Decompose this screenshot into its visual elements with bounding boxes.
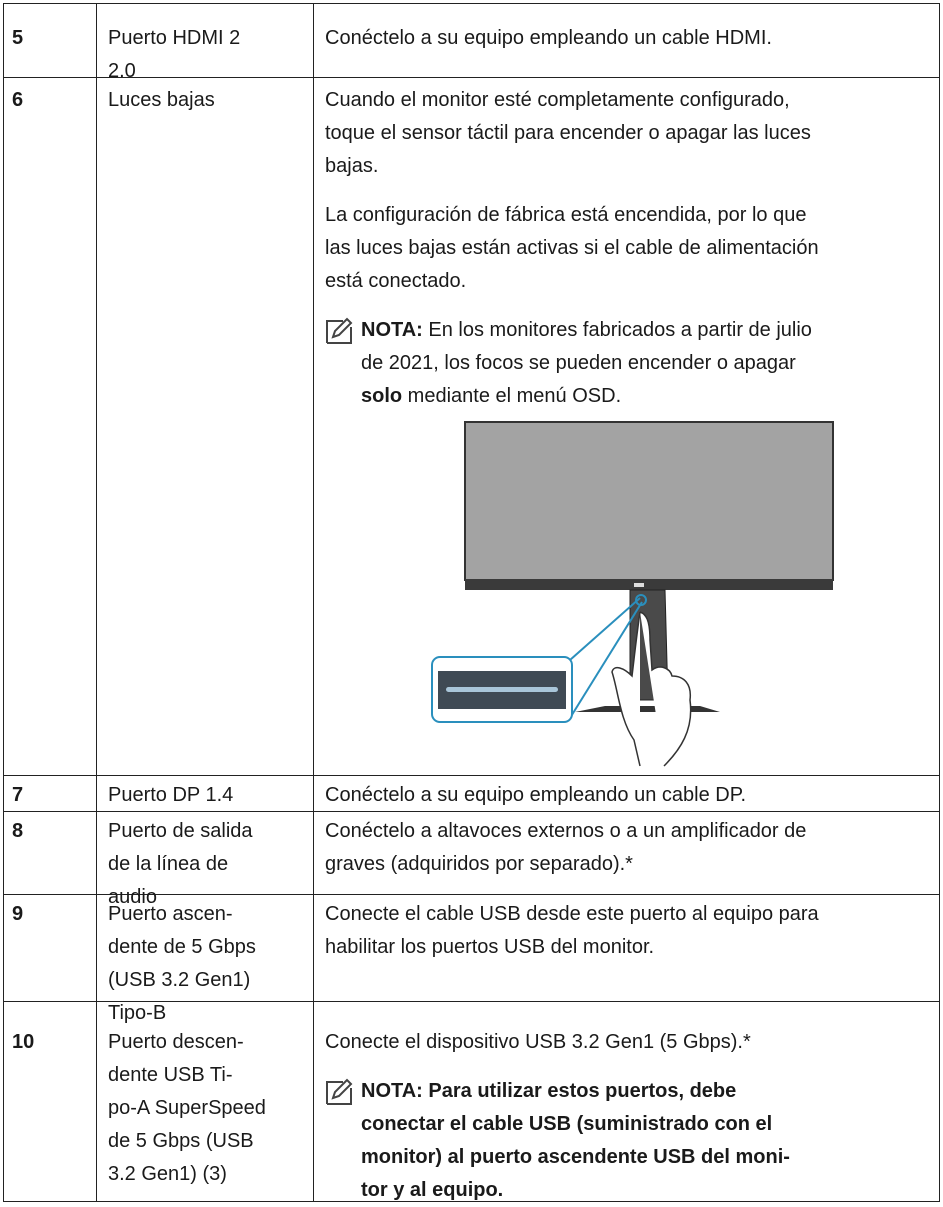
row-description: Conéctelo a altavoces externos o a un am… [313, 812, 940, 894]
number: 8 [12, 820, 24, 842]
bold-text: conectar el cable USB (suministrado con … [361, 1113, 773, 1135]
text-line: bajas. [325, 155, 379, 177]
text-line: La configuración de fábrica está encendi… [325, 204, 807, 226]
text-line: NOTA: En los monitores fabricados a part… [361, 314, 939, 347]
text: mediante el menú OSD. [402, 385, 622, 407]
text-line: Conéctelo a su equipo empleando un cable… [325, 784, 747, 806]
paragraph: La configuración de fábrica está encendi… [325, 199, 939, 298]
paragraph: Cuando el monitor esté completamente con… [325, 84, 939, 183]
bold-text: monitor) al puerto ascendente USB del mo… [361, 1146, 790, 1168]
label-line: Puerto DP 1.4 [108, 784, 234, 806]
text-line: habilitar los puertos USB del monitor. [325, 936, 655, 958]
row-label: Puerto de salida de la línea de audio [96, 812, 313, 908]
page: 5 Puerto HDMI 2 2.0 Conéctelo a su equipo e… [3, 3, 940, 1202]
row-number: 7 [3, 776, 96, 811]
number: 10 [12, 1031, 35, 1053]
row-description: Conecte el cable USB desde este puerto a… [313, 895, 940, 1001]
text-line: Conecte el dispositivo USB 3.2 Gen1 (5 G… [325, 1031, 751, 1053]
table-row: 10 Puerto descen-dente USB Ti-po-A SuperS… [3, 1002, 940, 1202]
number: 7 [12, 784, 24, 806]
label-line: dente USB Ti- [108, 1064, 233, 1086]
bold-text: solo [361, 385, 403, 407]
label-line: Tipo-B [108, 1002, 167, 1024]
row-description: Cuando el monitor esté completamente con… [313, 78, 940, 775]
text-line: Conecte el cable USB desde este puerto a… [325, 903, 819, 925]
label-line: Puerto descen- [108, 1031, 244, 1053]
label-line: po-A SuperSpeed [108, 1097, 266, 1119]
text-line: conectar el cable USB (suministrado con … [361, 1108, 939, 1141]
hand [611, 611, 692, 767]
text-line: monitor) al puerto ascendente USB del mo… [361, 1141, 939, 1174]
table-row: 8 Puerto de salida de la línea de audio Coné… [3, 812, 940, 908]
text-line: tor y al equipo. [361, 1174, 939, 1207]
number: 9 [12, 903, 24, 925]
text-line: solo mediante el menú OSD. [361, 380, 939, 413]
row-description: Conecte el dispositivo USB 3.2 Gen1 (5 G… [313, 1002, 940, 1201]
paragraph: Conéctelo a su equipo empleando un cable… [325, 779, 939, 812]
label-line: de la línea de [108, 853, 229, 875]
note: NOTA: En los monitores fabricados a part… [325, 314, 939, 413]
label-line: Puerto ascen- [108, 903, 233, 925]
text-line: NOTA: Para utilizar estos puertos, debe [361, 1075, 939, 1108]
note: NOTA: Para utilizar estos puertos, debe c… [325, 1075, 939, 1207]
paragraph: Conecte el cable USB desde este puerto a… [325, 898, 939, 964]
number: 6 [12, 89, 24, 111]
table-row: 7 Puerto DP 1.4 Conéctelo a su equipo empl… [3, 776, 940, 812]
table-row: 9 Puerto ascen-dente de 5 Gbps (USB 3.2 Ge… [3, 895, 940, 1024]
logo [634, 583, 644, 587]
text-line: Conéctelo a altavoces externos o a un am… [325, 820, 807, 842]
row-description: Conéctelo a su equipo empleando un cable… [313, 776, 940, 811]
text-line: Conéctelo a su equipo empleando un cable… [325, 27, 772, 49]
label-line: dente de 5 Gbps [108, 936, 256, 958]
row-label: Puerto ascen-dente de 5 Gbps (USB 3.2 Gen… [96, 895, 313, 1024]
row-number: 5 [3, 4, 96, 77]
zoom-line [569, 597, 641, 661]
row-label: Puerto HDMI 2 2.0 [96, 4, 313, 82]
row-label: Puerto DP 1.4 [96, 776, 313, 811]
bold-text: tor y al equipo. [361, 1179, 504, 1201]
stand-base [575, 706, 720, 712]
text-line: las luces bajas están activas si el cabl… [325, 237, 819, 259]
label-line: Puerto de salida [108, 820, 253, 842]
note-icon [326, 1078, 353, 1105]
table-row: 5 Puerto HDMI 2 2.0 Conéctelo a su equipo e… [3, 3, 940, 82]
zoom-line [569, 601, 643, 719]
text-line: de 2021, los focos se pueden encender o … [361, 347, 939, 380]
text-line: está conectado. [325, 270, 467, 292]
label-line: 2.0 [108, 60, 136, 82]
row-number: 6 [3, 78, 96, 775]
text-line: toque el sensor táctil para encender o a… [325, 122, 811, 144]
row-description: Conéctelo a su equipo empleando un cable… [313, 4, 940, 77]
monitor-bezel [465, 579, 833, 590]
text-line: graves (adquiridos por separado).* [325, 853, 633, 875]
spec-table: 5 Puerto HDMI 2 2.0 Conéctelo a su equipo e… [3, 3, 940, 1202]
label-line: (USB 3.2 Gen1) [108, 969, 251, 991]
label-line: Luces bajas [108, 89, 215, 111]
monitor-screen [464, 421, 834, 581]
number: 5 [12, 27, 24, 49]
sensor-marker [635, 594, 647, 606]
paragraph: Conecte el dispositivo USB 3.2 Gen1 (5 G… [325, 1026, 939, 1059]
row-number: 10 [3, 1002, 96, 1201]
text: En los monitores fabricados a partir de … [422, 319, 812, 341]
label-line: audio [108, 886, 157, 908]
light-bar [446, 687, 558, 692]
label-line: 3.2 Gen1) (3) [108, 1163, 227, 1185]
bold-text: NOTA: Para utilizar estos puertos, debe [361, 1080, 737, 1102]
table-row: 6 Luces bajas Cuando el monitor esté compl… [3, 78, 940, 776]
row-label: Luces bajas [96, 78, 313, 775]
bold-text: NOTA: [361, 319, 423, 341]
label-line: Puerto HDMI 2 [108, 27, 241, 49]
row-number: 8 [3, 812, 96, 894]
text: de 2021, los focos se pueden encender o … [361, 352, 796, 374]
row-label: Puerto descen-dente USB Ti-po-A SuperSpe… [96, 1002, 313, 1201]
paragraph: Conéctelo a su equipo empleando un cable… [325, 22, 939, 55]
label-line: de 5 Gbps (USB [108, 1130, 254, 1152]
light-figure [431, 421, 834, 767]
row-number: 9 [3, 895, 96, 1001]
note-icon [326, 317, 353, 344]
text-line: Cuando el monitor esté completamente con… [325, 89, 790, 111]
paragraph: Conéctelo a altavoces externos o a un am… [325, 815, 939, 881]
